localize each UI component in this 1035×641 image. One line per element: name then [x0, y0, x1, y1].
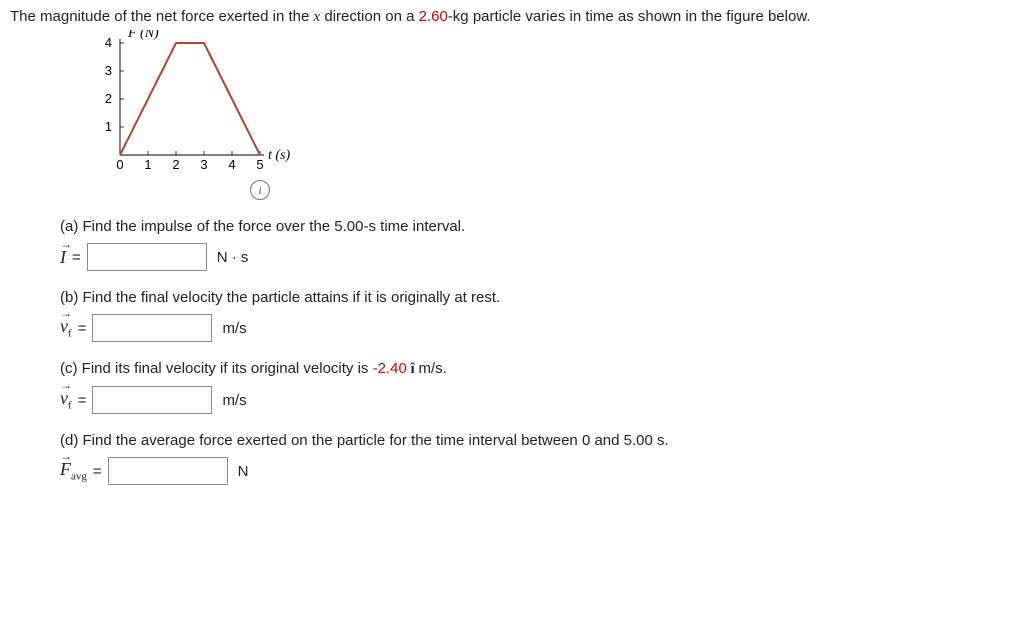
vf-unit-b: m/s — [222, 320, 246, 337]
force-time-chart: 0 1 2 3 4 5 1 2 3 4 F (N) t (s) i — [90, 30, 1025, 200]
svg-text:5: 5 — [256, 157, 263, 172]
v0-value: -2.40 — [373, 360, 407, 377]
part-b-prompt: (b) Find the final velocity the particle… — [60, 289, 1025, 306]
svg-text:3: 3 — [105, 63, 112, 78]
favg-unit: N — [238, 463, 249, 480]
favg-input[interactable] — [108, 457, 228, 485]
svg-text:2: 2 — [105, 91, 112, 106]
svg-text:1: 1 — [105, 119, 112, 134]
part-a-prompt: (a) Find the impulse of the force over t… — [60, 218, 1025, 235]
part-d-prompt: (d) Find the average force exerted on th… — [60, 432, 1025, 449]
svg-text:3: 3 — [200, 157, 207, 172]
svg-text:F (N): F (N) — [127, 30, 159, 41]
part-c-prompt: (c) Find its final velocity if its origi… — [60, 360, 1025, 378]
vf-input-b[interactable] — [92, 314, 212, 342]
intro-post: -kg particle varies in time as shown in … — [448, 8, 811, 25]
impulse-unit: N · s — [217, 249, 249, 266]
impulse-symbol: I — [60, 247, 66, 268]
part-d: (d) Find the average force exerted on th… — [60, 432, 1025, 485]
svg-text:2: 2 — [172, 157, 179, 172]
part-a: (a) Find the impulse of the force over t… — [60, 218, 1025, 271]
favg-symbol: Favg — [60, 459, 87, 483]
problem-statement: The magnitude of the net force exerted i… — [10, 8, 1025, 26]
vf-symbol-c: vf — [60, 388, 72, 412]
vf-unit-c: m/s — [222, 392, 246, 409]
intro-mid: direction on a — [320, 8, 418, 25]
svg-text:t (s): t (s) — [268, 148, 291, 163]
i-hat: î — [407, 361, 419, 377]
chart-svg: 0 1 2 3 4 5 1 2 3 4 F (N) t (s) — [90, 30, 310, 180]
svg-text:1: 1 — [144, 157, 151, 172]
part-c: (c) Find its final velocity if its origi… — [60, 360, 1025, 414]
svg-text:0: 0 — [116, 157, 123, 172]
svg-text:4: 4 — [105, 35, 112, 50]
vf-symbol-b: vf — [60, 316, 72, 340]
impulse-input[interactable] — [87, 243, 207, 271]
part-b: (b) Find the final velocity the particle… — [60, 289, 1025, 342]
mass-value: 2.60 — [419, 8, 448, 25]
svg-text:4: 4 — [228, 157, 235, 172]
info-icon[interactable]: i — [250, 180, 270, 200]
intro-pre: The magnitude of the net force exerted i… — [10, 8, 314, 25]
vf-input-c[interactable] — [92, 386, 212, 414]
